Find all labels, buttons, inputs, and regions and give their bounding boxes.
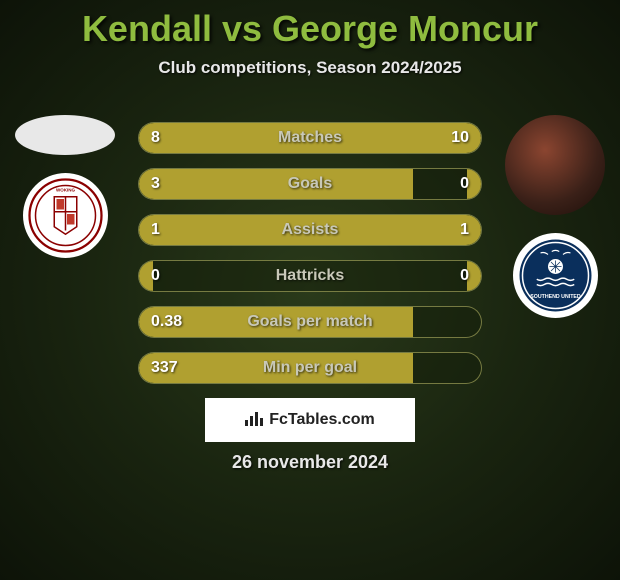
right-club-badge: SOUTHEND UNITED: [513, 233, 598, 318]
stat-value-right: 10: [451, 129, 469, 147]
stat-label: Assists: [139, 221, 481, 239]
southend-badge-icon: SOUTHEND UNITED: [518, 238, 593, 313]
stat-value-right: 1: [460, 221, 469, 239]
date-label: 26 november 2024: [0, 452, 620, 473]
stats-container: 8 Matches 10 3 Goals 0 1 Assists 1 0 Hat…: [138, 122, 482, 398]
stat-label: Goals per match: [139, 313, 481, 331]
stat-label: Goals: [139, 175, 481, 193]
stat-label: Matches: [139, 129, 481, 147]
page-title: Kendall vs George Moncur: [0, 8, 620, 50]
stat-value-right: 0: [460, 267, 469, 285]
left-player-column: WOKING: [10, 115, 120, 258]
stat-row-matches: 8 Matches 10: [138, 122, 482, 154]
stat-label: Hattricks: [139, 267, 481, 285]
right-player-column: SOUTHEND UNITED: [500, 115, 610, 318]
stat-row-min-per-goal: 337 Min per goal: [138, 352, 482, 384]
stat-row-goals: 3 Goals 0: [138, 168, 482, 200]
woking-badge-icon: WOKING: [28, 178, 103, 253]
svg-text:SOUTHEND UNITED: SOUTHEND UNITED: [530, 294, 581, 300]
left-club-badge: WOKING: [23, 173, 108, 258]
logo-text: FcTables.com: [269, 411, 375, 429]
stat-row-hattricks: 0 Hattricks 0: [138, 260, 482, 292]
stat-row-assists: 1 Assists 1: [138, 214, 482, 246]
stat-label: Min per goal: [139, 359, 481, 377]
stat-row-goals-per-match: 0.38 Goals per match: [138, 306, 482, 338]
header: Kendall vs George Moncur Club competitio…: [0, 0, 620, 78]
svg-text:WOKING: WOKING: [56, 188, 75, 193]
subtitle: Club competitions, Season 2024/2025: [0, 58, 620, 78]
left-player-avatar: [15, 115, 115, 155]
chart-icon: [245, 410, 265, 431]
fctables-logo: FcTables.com: [205, 398, 415, 442]
right-player-avatar: [505, 115, 605, 215]
stat-value-right: 0: [460, 175, 469, 193]
